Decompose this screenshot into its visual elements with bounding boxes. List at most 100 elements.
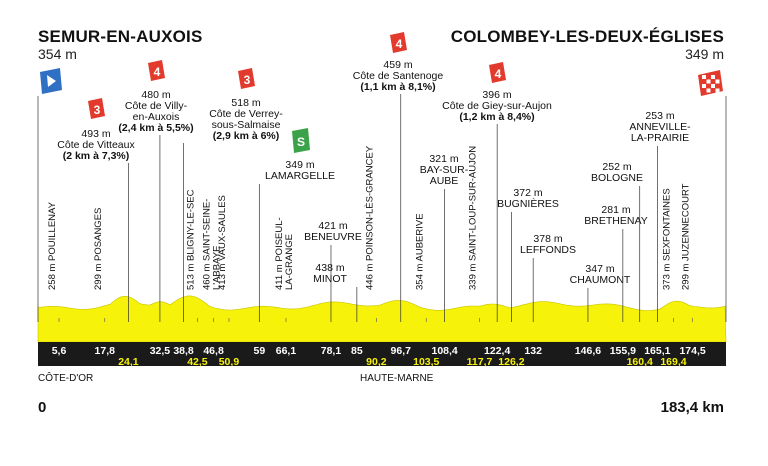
km-marker-label: 122,4 [484,345,510,357]
vertical-place-label: 513 m BLIGNY-LE-SEC [185,189,196,290]
climb-category-3-flag: 3 [88,98,105,119]
region-label: CÔTE-D'OR [38,371,93,384]
place-name: MINOT [313,273,347,285]
finish-altitude: 349 m [685,46,724,62]
vertical-place-label: 460 m SAINT-SEINE- [202,199,213,290]
elevation-fill-area [37,295,727,343]
climb-detail: (2,4 km à 5,5%) [118,122,193,134]
km-marker-label: 103,5 [413,356,439,368]
finish-checker-cell [711,75,715,79]
place-name: BRETHENAY [584,215,647,227]
finish-checker-cell [715,88,720,93]
distance-start: 0 [38,399,46,416]
place-name: BAY-SUR- [420,164,469,176]
km-marker-label: 108,4 [432,345,458,357]
sprint-flag-label: S [297,135,305,149]
start-arrow-icon [47,75,56,87]
place-name: LAMARGELLE [265,170,335,182]
km-marker-label: 85 [351,345,363,357]
finish-city: COLOMBEY-LES-DEUX-ÉGLISES [450,27,724,46]
climb-category-3-flag-label: 3 [244,73,251,87]
km-marker-label: 117,7 [467,356,493,368]
region-label: HAUTE-MARNE [360,373,434,384]
climb-altitude: 459 m [383,59,412,71]
vertical-place-label: 413 m VAUX-SAULES [217,195,228,290]
climb-altitude: 493 m [81,128,110,140]
climb-detail: (1,1 km à 8,1%) [360,81,435,93]
km-marker-label: 126,2 [498,356,524,368]
km-marker-label: 46,8 [203,345,224,357]
place-name: LEFFONDS [520,244,576,256]
place-name: LA-PRAIRIE [631,132,689,144]
km-marker-label: 59 [253,345,265,357]
place-altitude: 421 m [318,220,347,232]
climb-name: Côte de Giey-sur-Aujon [442,100,552,112]
finish-checker-cell [715,79,720,84]
vertical-place-label: 299 m JUZENNECOURT [681,183,692,290]
km-marker-label: 132 [524,345,542,357]
km-marker-label: 66,1 [276,345,297,357]
climb-altitude: 396 m [482,89,511,101]
place-altitude: 378 m [533,233,562,245]
place-name: BUGNIÈRES [497,197,559,210]
km-marker-label: 160,4 [627,356,653,368]
vertical-place-label: 411 m POISEUL- [274,217,285,290]
place-name: BOLOGNE [591,172,643,184]
km-marker-label: 155,9 [610,345,636,357]
place-altitude: 372 m [513,187,542,199]
place-name: BENEUVRE [304,231,362,243]
km-marker-label: 50,9 [219,356,240,368]
climb-category-4-flag: 4 [489,62,506,83]
climb-detail: (2,9 km à 6%) [213,130,280,142]
km-marker-label: 38,8 [173,345,194,357]
finish-checker-cell [706,79,711,84]
km-marker-label: 32,5 [150,345,171,357]
place-altitude: 321 m [429,153,458,165]
place-name: CHAUMONT [570,274,631,286]
finish-checker-cell [711,84,715,88]
vertical-place-label: 258 m POUILLENAY [47,201,58,290]
climb-category-4-flag: 4 [148,60,165,81]
vertical-place-label: L'ABBAYE [212,246,223,290]
climb-name: Côte de Vitteaux [57,139,135,151]
sprint-flag-icon: S [292,128,310,153]
km-bar [38,342,726,366]
climb-category-4-flag: 4 [390,32,407,53]
climb-name: sous-Salmaise [212,119,281,131]
km-marker-label: 169,4 [660,356,686,368]
km-marker-label: 17,8 [95,345,116,357]
climb-altitude: 518 m [231,97,260,109]
climb-name: Côte de Santenoge [353,70,444,82]
finish-checker-cell [706,88,711,93]
km-marker-label: 90,2 [366,356,387,368]
vertical-place-label: 299 m POSANGES [93,208,104,290]
climb-name: en-Auxois [133,111,180,123]
start-altitude: 354 m [38,46,77,62]
km-marker-label: 42,5 [187,356,208,368]
vertical-place-label: 339 m SAINT-LOUP-SUR-AUJON [468,146,479,290]
place-altitude: 349 m [285,159,314,171]
vertical-place-label: 354 m AUBERIVE [414,213,425,290]
vertical-place-label: LA-GRANGE [284,234,295,290]
place-altitude: 347 m [585,263,614,275]
start-city: SEMUR-EN-AUXOIS [38,27,203,46]
km-marker-label: 5,6 [52,345,67,357]
finish-checker-cell [702,75,706,79]
climb-detail: (2 km à 7,3%) [63,150,130,162]
km-marker-label: 174,5 [679,345,705,357]
place-altitude: 253 m [645,110,674,122]
vertical-place-label: 446 m POINSON-LÈS-GRANCEY [364,145,375,290]
km-marker-label: 96,7 [391,345,412,357]
vertical-place-label: 373 m SEXFONTAINES [661,188,672,290]
place-altitude: 281 m [601,204,630,216]
climb-name: Côte de Verrey- [209,108,283,120]
place-name: ANNEVILLE- [629,121,691,133]
finish-checker-cell [702,84,706,88]
place-name: AUBE [430,175,459,187]
km-marker-label: 146,6 [575,345,601,357]
climb-category-3-flag-label: 3 [94,103,101,117]
climb-category-4-flag-label: 4 [154,65,161,79]
climb-name: Côte de Villy- [125,100,188,112]
